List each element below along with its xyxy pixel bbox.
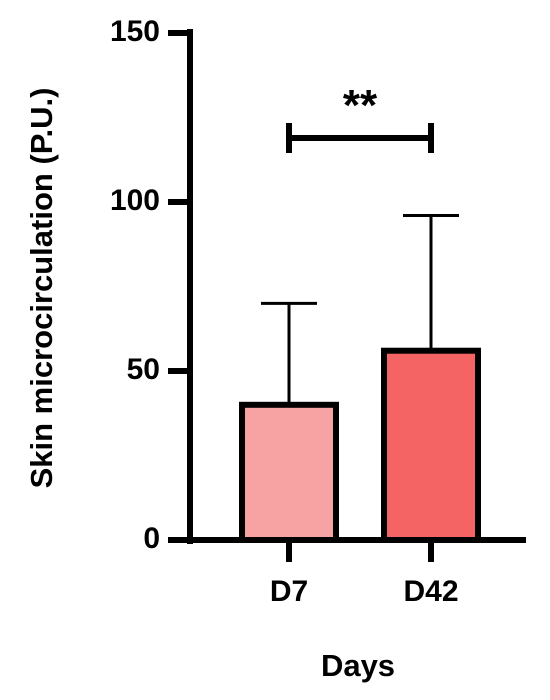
- bar-D7: [239, 401, 339, 543]
- y-tick-label-150: 150: [110, 15, 160, 48]
- y-tick-label-50: 50: [127, 353, 160, 386]
- y-tick-label-0: 0: [143, 522, 160, 555]
- x-axis-title: Days: [321, 648, 395, 683]
- y-axis-title: Skin microcirculation (P.U.): [24, 88, 59, 489]
- y-tick-label-100: 100: [110, 184, 160, 217]
- x-tick-label-D7: D7: [270, 575, 308, 608]
- significance-label: **: [343, 81, 378, 130]
- x-tick-label-D42: D42: [403, 575, 458, 608]
- bar-D42: [381, 347, 481, 543]
- plot-area: 0 50 100 150 D7 D42 **: [110, 15, 526, 608]
